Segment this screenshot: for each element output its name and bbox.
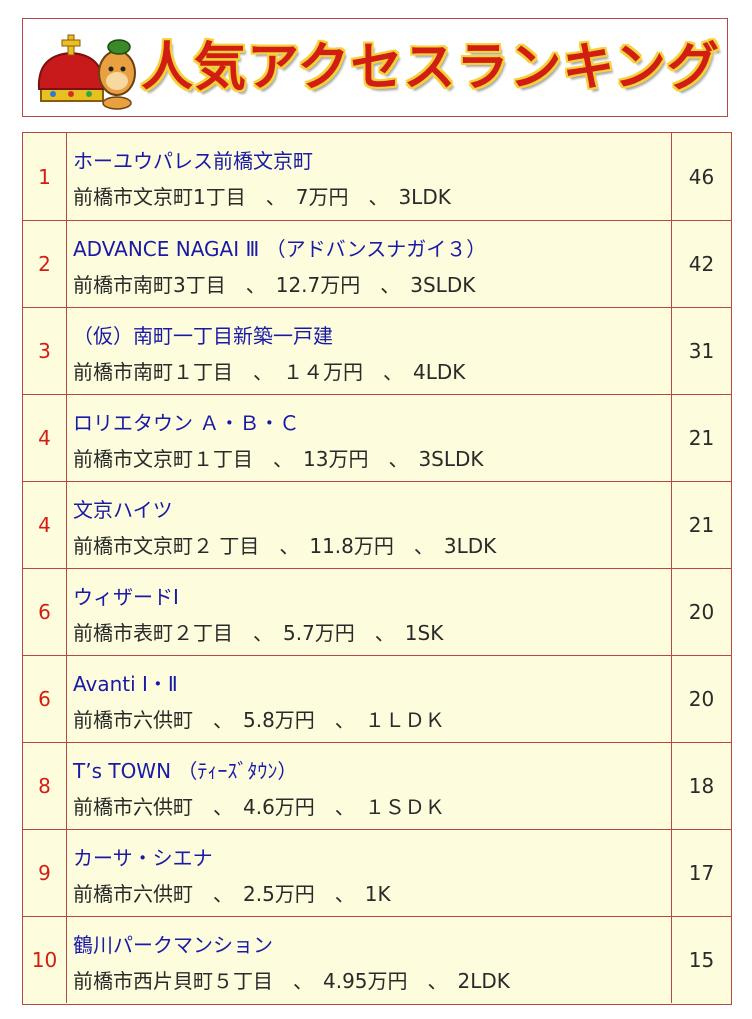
ranking-row[interactable]: 9 カーサ・シエナ前橋市六供町 、 2.5万円 、 1K 17 xyxy=(23,829,731,916)
property-info: （仮）南町一丁目新築一戸建前橋市南町１丁目 、 １４万円 、 4LDK xyxy=(67,308,672,394)
property-info: Avanti Ⅰ・Ⅱ 前橋市六供町 、 5.8万円 、 １ＬＤＫ xyxy=(67,656,672,742)
ranking-row[interactable]: 1 ホーユウパレス前橋文京町前橋市文京町1丁目 、 7万円 、 3LDK 46 xyxy=(23,133,731,220)
rank-number: 6 xyxy=(23,656,67,742)
access-count: 46 xyxy=(688,164,715,189)
access-count: 20 xyxy=(688,600,715,624)
property-info: ウィザードⅠ 前橋市表町２丁目 、 5.7万円 、 1SK xyxy=(67,569,672,655)
property-detail: 前橋市表町２丁目 、 5.7万円 、 1SK xyxy=(73,621,444,645)
property-name-link[interactable]: 文京ハイツ xyxy=(73,498,173,522)
access-count: 17 xyxy=(688,861,715,885)
property-name-link[interactable]: ウィザードⅠ xyxy=(73,585,179,609)
access-count: 20 xyxy=(688,687,715,711)
property-info: 鶴川パークマンション前橋市西片貝町５丁目 、 4.95万円 、 2LDK xyxy=(67,917,672,1003)
ranking-table: 1 ホーユウパレス前橋文京町 前橋市文京町1丁目 、 7万円 、 3LDK 46 2 AD… xyxy=(22,132,732,1005)
property-info: ホーユウパレス前橋文京町前橋市文京町1丁目 、 7万円 、 3LDK xyxy=(67,133,672,220)
property-name-link[interactable]: ホーユウパレス前橋文京町 xyxy=(73,149,313,173)
crown-mascot-icon xyxy=(37,34,136,110)
ranking-row[interactable]: 6 Avanti Ⅰ・Ⅱ 前橋市六供町 、 5.8万円 、 １ＬＤＫ 20 xyxy=(23,655,731,742)
property-detail: 前橋市六供町 、 5.8万円 、 １ＬＤＫ xyxy=(73,708,445,732)
ranking-row[interactable]: 10 鶴川パークマンション前橋市西片貝町５丁目 、 4.95万円 、 2LDK 15 xyxy=(23,916,731,1003)
rank-number: 1 xyxy=(23,133,67,220)
rank-number: 3 xyxy=(23,308,67,394)
property-name-link[interactable]: ロリエタウン Ａ・Ｂ・Ｃ xyxy=(73,411,300,435)
property-name-link[interactable]: T’s TOWN （ﾃｨｰｽﾞﾀｳﾝ） xyxy=(73,759,298,783)
ranking-row[interactable]: 6 ウィザードⅠ 前橋市表町２丁目 、 5.7万円 、 1SK 20 xyxy=(23,568,731,655)
rank-number: 2 xyxy=(23,221,67,307)
access-count: 15 xyxy=(688,948,715,972)
ranking-row[interactable]: 2 ADVANCE NAGAI Ⅲ （アドバンスナガイ３） 前橋市南町3丁目 、 1… xyxy=(23,220,731,307)
property-info: T’s TOWN （ﾃｨｰｽﾞﾀｳﾝ） 前橋市六供町 、 4.6万円 、 １ＳＤＫ xyxy=(67,743,672,829)
property-detail: 前橋市六供町 、 4.6万円 、 １ＳＤＫ xyxy=(73,795,445,819)
property-name-link[interactable]: （仮）南町一丁目新築一戸建 xyxy=(73,324,333,348)
property-detail: 前橋市南町3丁目 、 12.7万円 、 3SLDK xyxy=(73,273,476,297)
access-count: 42 xyxy=(688,252,715,276)
property-name-link[interactable]: 鶴川パークマンション xyxy=(73,933,273,957)
rank-number: 4 xyxy=(23,482,67,568)
property-detail: 前橋市文京町２ 丁目 、 11.8万円 、 3LDK xyxy=(73,534,497,558)
access-count: 18 xyxy=(688,774,715,798)
property-info: カーサ・シエナ前橋市六供町 、 2.5万円 、 1K xyxy=(67,830,672,916)
property-detail: 前橋市六供町 、 2.5万円 、 1K xyxy=(73,882,391,906)
rank-number: 6 xyxy=(23,569,67,655)
ranking-row[interactable]: 3 （仮）南町一丁目新築一戸建前橋市南町１丁目 、 １４万円 、 4LDK 31 xyxy=(23,307,731,394)
property-name-link[interactable]: カーサ・シエナ xyxy=(73,846,213,870)
access-count: 21 xyxy=(688,513,715,537)
property-info: 文京ハイツ前橋市文京町２ 丁目 、 11.8万円 、 3LDK xyxy=(67,482,672,568)
property-detail: 前橋市文京町１丁目 、 13万円 、 3SLDK xyxy=(73,447,484,471)
property-detail: 前橋市西片貝町５丁目 、 4.95万円 、 2LDK xyxy=(73,969,510,993)
property-name-link[interactable]: ADVANCE NAGAI Ⅲ （アドバンスナガイ３） xyxy=(73,237,487,261)
property-detail: 前橋市南町１丁目 、 １４万円 、 4LDK xyxy=(73,360,466,384)
rank-number: 4 xyxy=(23,395,67,481)
ranking-row[interactable]: 8 T’s TOWN （ﾃｨｰｽﾞﾀｳﾝ） 前橋市六供町 、 4.6万円 、 １ＳＤ… xyxy=(23,742,731,829)
property-info: ADVANCE NAGAI Ⅲ （アドバンスナガイ３） 前橋市南町3丁目 、 12… xyxy=(67,221,672,307)
banner-title: 人気アクセスランキング xyxy=(141,38,720,98)
rank-number: 10 xyxy=(23,917,67,1003)
rank-number: 8 xyxy=(23,743,67,829)
ranking-banner: 人気アクセスランキング xyxy=(22,18,728,117)
ranking-row[interactable]: 4 ロリエタウン Ａ・Ｂ・Ｃ 前橋市文京町１丁目 、 13万円 、 3SLDK 21 xyxy=(23,394,731,481)
ranking-row[interactable]: 4 文京ハイツ前橋市文京町２ 丁目 、 11.8万円 、 3LDK 21 xyxy=(23,481,731,568)
access-count: 31 xyxy=(688,339,715,363)
property-detail: 前橋市文京町1丁目 、 7万円 、 3LDK xyxy=(73,185,451,209)
access-count: 21 xyxy=(688,426,715,450)
property-info: ロリエタウン Ａ・Ｂ・Ｃ 前橋市文京町１丁目 、 13万円 、 3SLDK xyxy=(67,395,672,481)
property-name-link[interactable]: Avanti Ⅰ・Ⅱ xyxy=(73,672,178,696)
rank-number: 9 xyxy=(23,830,67,916)
